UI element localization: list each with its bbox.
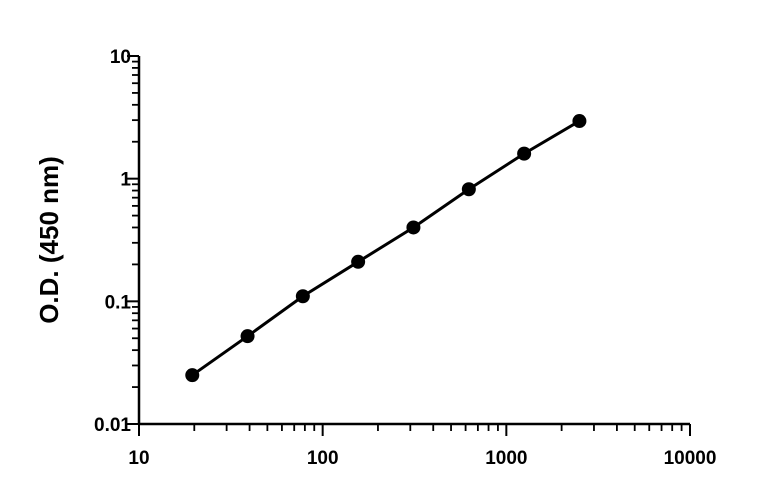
y-tick-labels: 0.01 0.1 1 10 <box>94 47 131 436</box>
data-point <box>461 182 476 197</box>
axes <box>137 56 690 426</box>
data-point <box>185 368 200 383</box>
x-tick-label: 10 <box>128 448 149 469</box>
y-tick-label: 0.1 <box>105 292 132 313</box>
data-points <box>185 114 587 383</box>
y-axis-title: O.D. (450 nm) <box>34 156 64 324</box>
x-tick-label: 1000 <box>485 448 527 469</box>
data-point <box>406 220 421 235</box>
x-tick-label: 100 <box>307 448 339 469</box>
data-point <box>240 329 255 344</box>
data-point <box>572 114 587 129</box>
series-fit-line <box>191 119 581 377</box>
x-tick-label: 10000 <box>664 448 717 469</box>
y-ticks <box>127 55 139 425</box>
y-tick-label: 1 <box>120 170 131 191</box>
x-tick-labels: 10 100 1000 10000 <box>128 448 716 469</box>
y-tick-label: 0.01 <box>94 415 131 436</box>
data-point <box>295 289 310 304</box>
data-point <box>351 254 366 269</box>
y-tick-label: 10 <box>110 47 131 68</box>
data-point <box>517 146 532 161</box>
x-ticks <box>138 424 691 436</box>
